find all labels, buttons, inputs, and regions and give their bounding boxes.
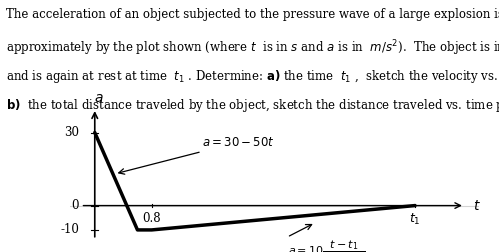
Text: and is again at rest at time  $t_1$ . Determine: $\mathbf{a)}$ the time  $t_1$ ,: and is again at rest at time $t_1$ . Det… bbox=[6, 68, 499, 84]
Text: $\mathbf{b)}$  the total distance traveled by the object, sketch the distance tr: $\mathbf{b)}$ the total distance travele… bbox=[6, 97, 499, 114]
Text: $a = 10\dfrac{t-t_1}{t_1-0.8}$: $a = 10\dfrac{t-t_1}{t_1-0.8}$ bbox=[288, 238, 366, 252]
Text: 0.8: 0.8 bbox=[142, 212, 161, 225]
Text: 30: 30 bbox=[64, 126, 79, 139]
Text: The acceleration of an object subjected to the pressure wave of a large explosio: The acceleration of an object subjected … bbox=[6, 8, 499, 21]
Text: $a$: $a$ bbox=[93, 90, 103, 105]
Text: -10: -10 bbox=[60, 224, 79, 236]
Text: $a = 30-50t$: $a = 30-50t$ bbox=[119, 136, 274, 174]
Text: $t$: $t$ bbox=[474, 199, 481, 213]
Text: approximately by the plot shown (where $t$  is in $s$ and $a$ is in  $m/s^{2}$).: approximately by the plot shown (where $… bbox=[6, 38, 499, 58]
Text: 0: 0 bbox=[72, 199, 79, 212]
Text: $t_1$: $t_1$ bbox=[409, 212, 421, 227]
